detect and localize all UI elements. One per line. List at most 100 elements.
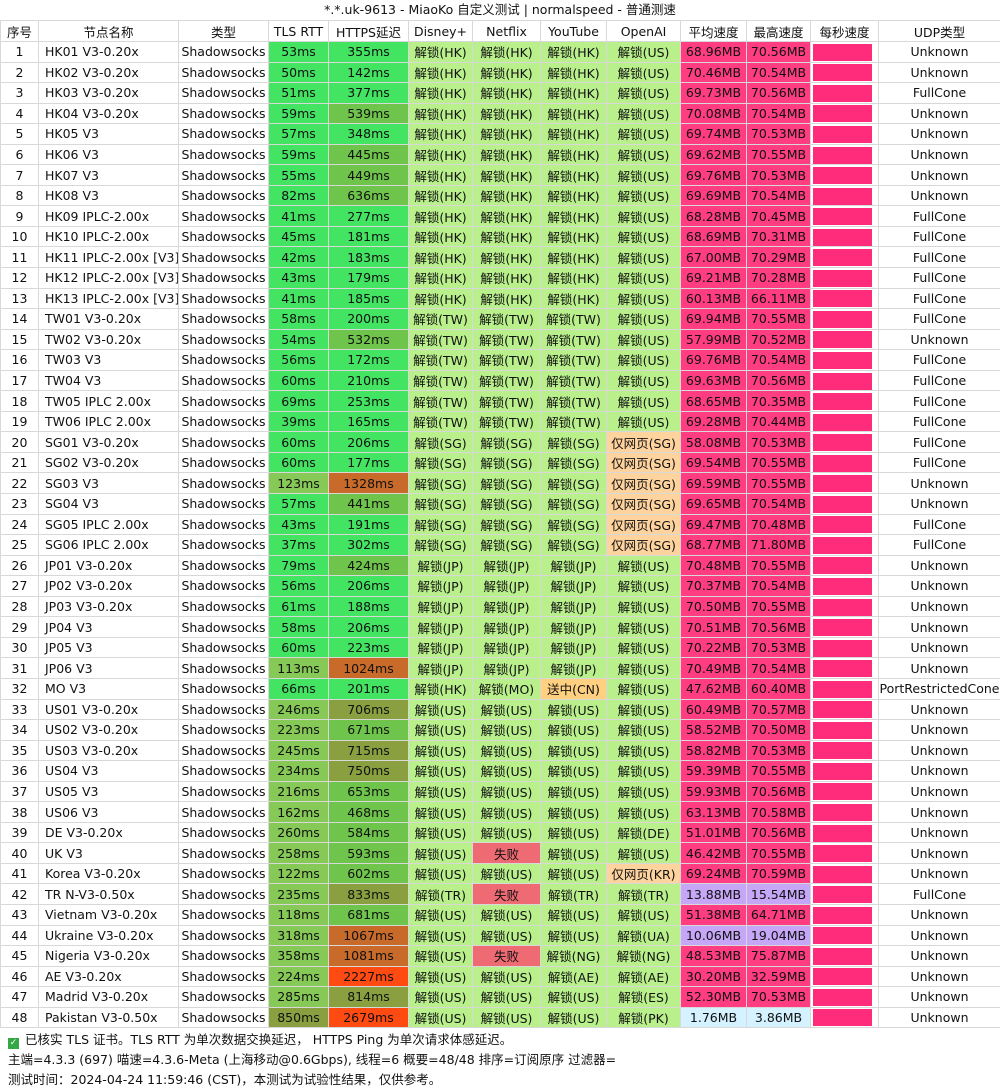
- table-row: 20 SG01 V3-0.20x Shadowsocks 60ms 206ms 解锁(SG…: [0, 431, 1000, 453]
- node-type: Shadowsocks: [178, 267, 269, 289]
- udp-type: Unknown: [878, 801, 1000, 823]
- netflix-status: 解锁(TW): [472, 328, 541, 351]
- avg-speed: 69.73MB: [680, 82, 747, 104]
- column-header: UDP类型: [878, 20, 1000, 42]
- node-type: Shadowsocks: [178, 801, 269, 823]
- youtube-status: 解锁(HK): [540, 287, 607, 310]
- https-delay: 302ms: [328, 534, 409, 556]
- youtube-status: 解锁(US): [540, 862, 607, 885]
- max-speed: 70.56MB: [746, 780, 811, 803]
- node-type: Shadowsocks: [178, 102, 269, 125]
- tls-rtt: 113ms: [268, 657, 329, 679]
- udp-type: FullCone: [878, 451, 1000, 474]
- speed-graph-cell: [810, 205, 879, 227]
- node-name: HK03 V3-0.20x: [38, 82, 179, 104]
- row-index: 17: [0, 369, 39, 392]
- node-name: US05 V3: [38, 780, 179, 803]
- row-index: 6: [0, 143, 39, 166]
- udp-type: Unknown: [878, 760, 1000, 782]
- speed-graph: [813, 824, 872, 842]
- avg-speed: 46.42MB: [680, 842, 747, 864]
- youtube-status: 解锁(JP): [540, 657, 607, 679]
- youtube-status: 解锁(US): [540, 842, 607, 864]
- openai-status: 解锁(AE): [606, 965, 681, 988]
- node-name: US04 V3: [38, 760, 179, 782]
- column-header: TLS RTT: [268, 20, 329, 42]
- max-speed: 70.53MB: [746, 164, 811, 186]
- avg-speed: 59.39MB: [680, 760, 747, 782]
- speed-graph-cell: [810, 883, 879, 905]
- node-type: Shadowsocks: [178, 225, 269, 248]
- max-speed: 70.54MB: [746, 61, 811, 84]
- tls-rtt: 56ms: [268, 349, 329, 371]
- node-type: Shadowsocks: [178, 616, 269, 638]
- disney-status: 解锁(US): [408, 1006, 473, 1029]
- max-speed: 70.45MB: [746, 205, 811, 227]
- udp-type: Unknown: [878, 924, 1000, 947]
- table-row: 7 HK07 V3 Shadowsocks 55ms 449ms 解锁(HK) 解锁(HK)…: [0, 164, 1000, 186]
- max-speed: 64.71MB: [746, 903, 811, 926]
- avg-speed: 69.54MB: [680, 451, 747, 474]
- disney-status: 解锁(TW): [408, 349, 473, 371]
- netflix-status: 解锁(TW): [472, 369, 541, 392]
- netflix-status: 解锁(SG): [472, 513, 541, 536]
- row-index: 26: [0, 554, 39, 577]
- udp-type: Unknown: [878, 657, 1000, 679]
- speed-graph: [813, 557, 872, 575]
- row-index: 2: [0, 61, 39, 84]
- tls-rtt: 162ms: [268, 801, 329, 823]
- max-speed: 70.31MB: [746, 225, 811, 248]
- tls-rtt: 234ms: [268, 760, 329, 782]
- disney-status: 解锁(TR): [408, 883, 473, 905]
- node-type: Shadowsocks: [178, 862, 269, 885]
- max-speed: 70.56MB: [746, 82, 811, 104]
- disney-status: 解锁(TW): [408, 308, 473, 330]
- openai-status: 解锁(US): [606, 595, 681, 618]
- node-name: JP04 V3: [38, 616, 179, 638]
- speed-graph: [813, 310, 872, 328]
- tls-rtt: 41ms: [268, 287, 329, 310]
- node-type: Shadowsocks: [178, 308, 269, 330]
- https-delay: 653ms: [328, 780, 409, 803]
- udp-type: Unknown: [878, 821, 1000, 844]
- openai-status: 解锁(US): [606, 82, 681, 104]
- speed-graph: [813, 290, 872, 308]
- avg-speed: 58.52MB: [680, 719, 747, 741]
- https-delay: 377ms: [328, 82, 409, 104]
- speed-graph: [813, 927, 872, 945]
- tls-rtt: 246ms: [268, 698, 329, 721]
- node-type: Shadowsocks: [178, 143, 269, 166]
- row-index: 36: [0, 760, 39, 782]
- node-type: Shadowsocks: [178, 349, 269, 371]
- speed-graph: [813, 988, 872, 1006]
- speed-graph: [813, 187, 872, 205]
- check-icon: ✓: [8, 1038, 19, 1050]
- udp-type: FullCone: [878, 369, 1000, 392]
- openai-status: 解锁(US): [606, 205, 681, 227]
- row-index: 18: [0, 390, 39, 412]
- disney-status: 解锁(SG): [408, 513, 473, 536]
- youtube-status: 解锁(HK): [540, 184, 607, 207]
- row-index: 8: [0, 184, 39, 207]
- openai-status: 解锁(US): [606, 657, 681, 679]
- netflix-status: 解锁(HK): [472, 61, 541, 84]
- tls-rtt: 122ms: [268, 862, 329, 885]
- node-name: SG02 V3-0.20x: [38, 451, 179, 474]
- disney-status: 解锁(SG): [408, 493, 473, 515]
- node-name: HK02 V3-0.20x: [38, 61, 179, 84]
- node-type: Shadowsocks: [178, 41, 269, 63]
- speed-graph: [813, 680, 872, 698]
- netflix-status: 失败: [472, 883, 541, 905]
- netflix-status: 解锁(HK): [472, 267, 541, 289]
- openai-status: 仅网页(KR): [606, 862, 681, 885]
- openai-status: 仅网页(SG): [606, 451, 681, 474]
- avg-speed: 70.08MB: [680, 102, 747, 125]
- netflix-status: 解锁(US): [472, 903, 541, 926]
- youtube-status: 解锁(JP): [540, 616, 607, 638]
- node-name: HK04 V3-0.20x: [38, 102, 179, 125]
- openai-status: 解锁(US): [606, 410, 681, 433]
- netflix-status: 解锁(JP): [472, 636, 541, 659]
- netflix-status: 解锁(HK): [472, 123, 541, 145]
- udp-type: FullCone: [878, 390, 1000, 412]
